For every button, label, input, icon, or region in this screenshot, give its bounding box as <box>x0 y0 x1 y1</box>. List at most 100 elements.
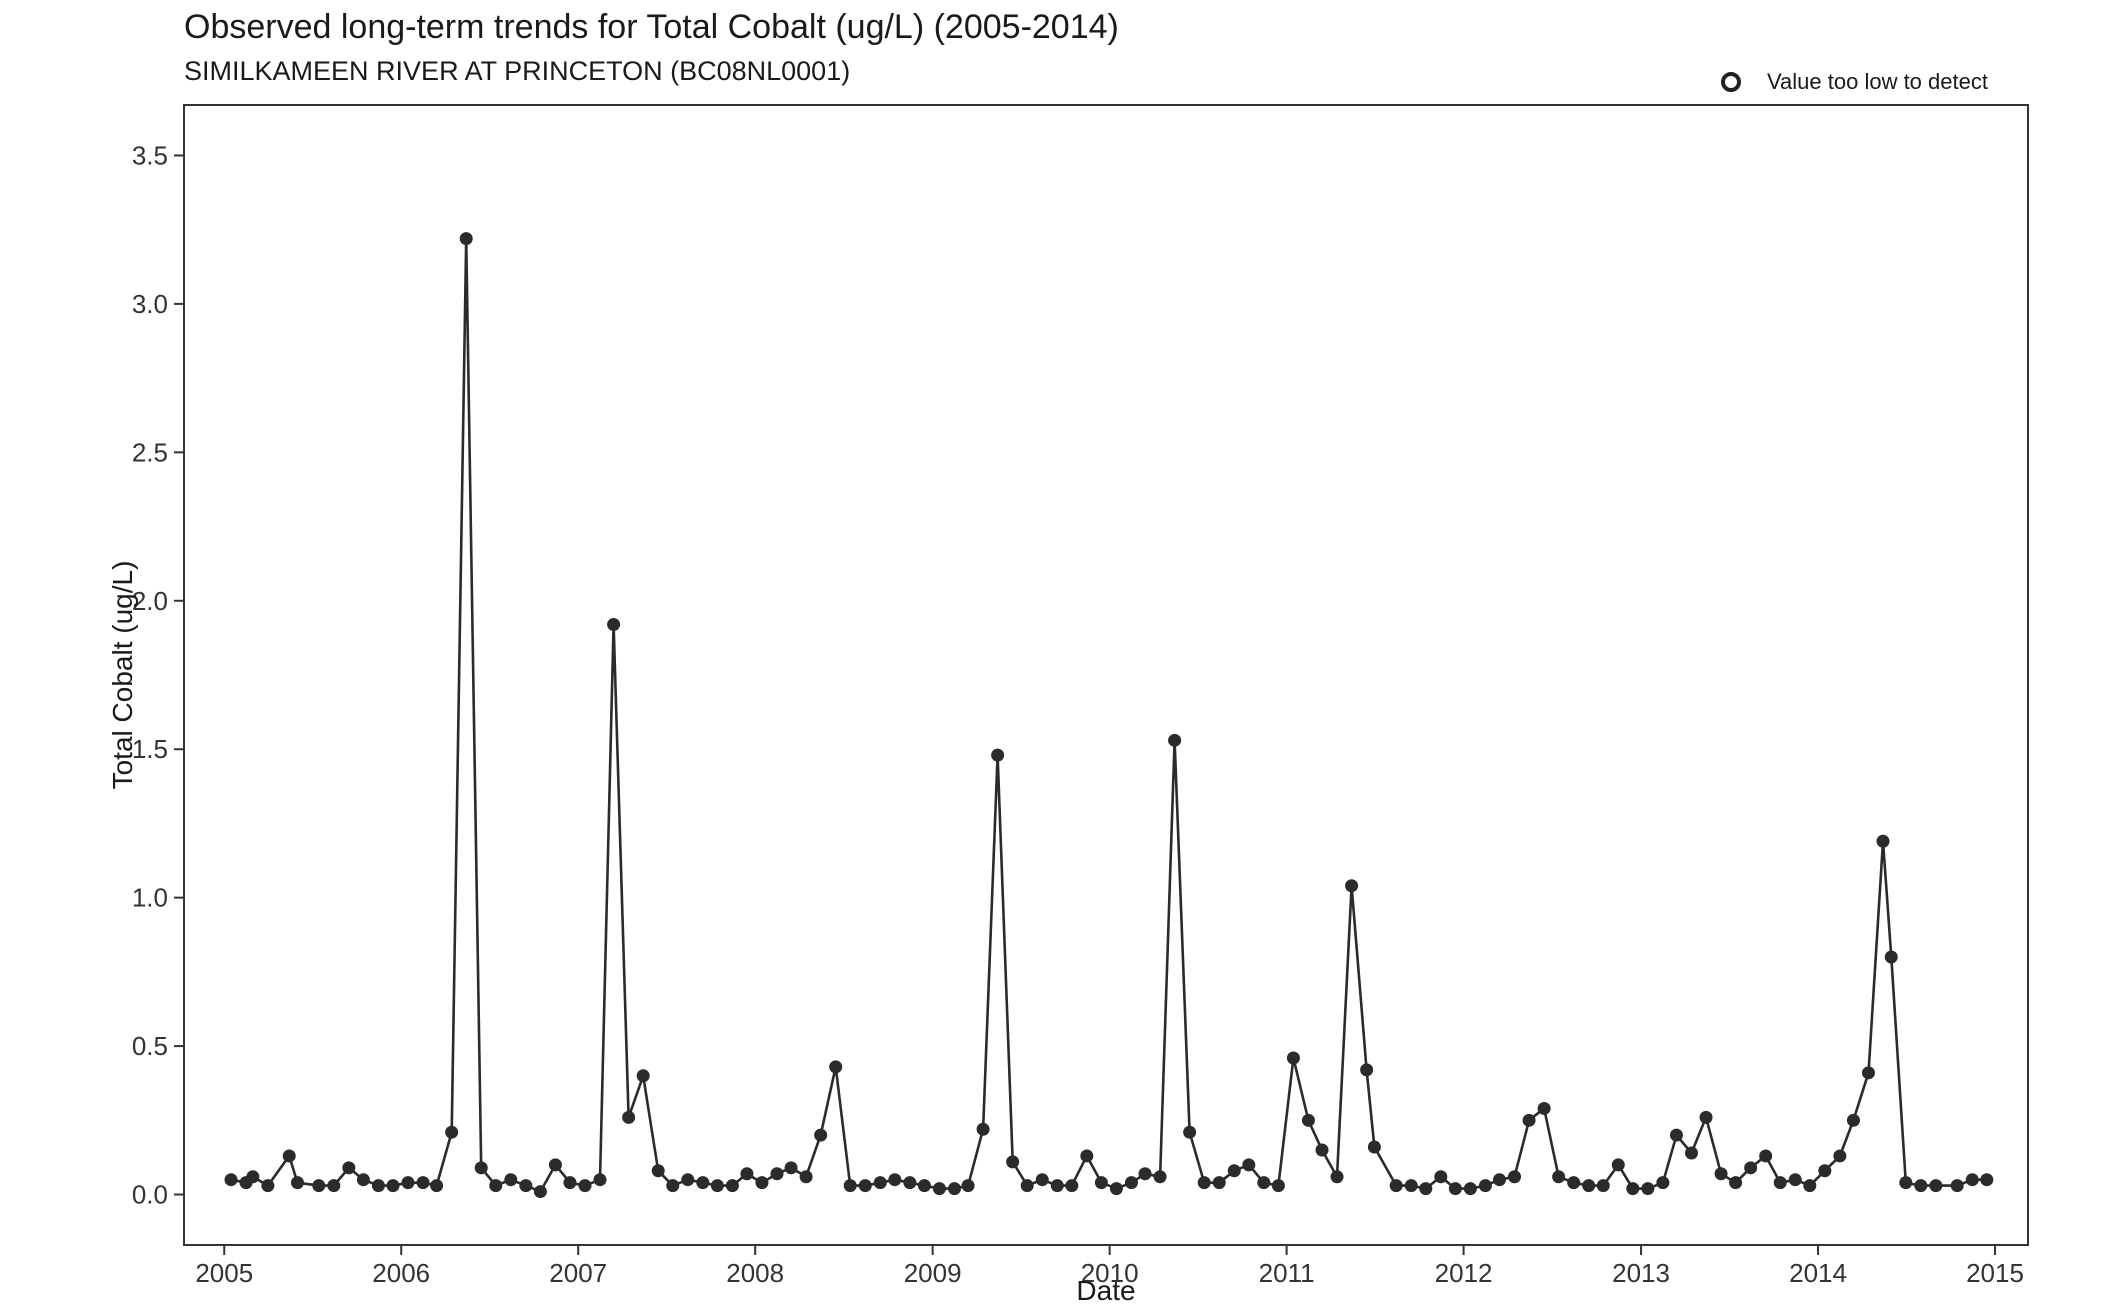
data-point <box>1227 1164 1241 1178</box>
y-tick-label: 1.0 <box>132 883 168 913</box>
x-tick-label: 2005 <box>195 1258 253 1288</box>
data-point <box>356 1173 370 1187</box>
data-point <box>474 1161 488 1175</box>
data-point <box>1257 1176 1271 1190</box>
x-tick-label: 2007 <box>549 1258 607 1288</box>
data-point <box>1626 1182 1640 1196</box>
data-point <box>917 1179 931 1193</box>
data-point <box>459 232 473 246</box>
series-layer <box>224 232 1994 1199</box>
legend-label: Value too low to detect <box>1767 69 1988 94</box>
data-point <box>1980 1173 1994 1187</box>
data-point <box>1846 1113 1860 1127</box>
data-point <box>1035 1173 1049 1187</box>
data-point <box>1699 1110 1713 1124</box>
y-axis-title: Total Cobalt (ug/L) <box>107 561 138 790</box>
data-point <box>1183 1125 1197 1139</box>
x-tick-label: 2014 <box>1789 1258 1847 1288</box>
data-point <box>873 1176 887 1190</box>
y-tick-label: 3.5 <box>132 140 168 170</box>
data-point <box>1818 1164 1832 1178</box>
data-point <box>1197 1176 1211 1190</box>
data-point <box>1669 1128 1683 1142</box>
data-point <box>1729 1176 1743 1190</box>
x-tick-label: 2012 <box>1435 1258 1493 1288</box>
data-point <box>246 1170 260 1184</box>
y-tick-label: 0.0 <box>132 1180 168 1210</box>
data-point <box>1301 1113 1315 1127</box>
data-point <box>1463 1182 1477 1196</box>
x-tick-label: 2009 <box>904 1258 962 1288</box>
data-point <box>725 1179 739 1193</box>
data-point <box>740 1167 754 1181</box>
y-tick-label: 2.0 <box>132 586 168 616</box>
data-point <box>1448 1182 1462 1196</box>
data-point <box>1315 1143 1329 1157</box>
data-point <box>1773 1176 1787 1190</box>
y-axis: 0.0 0.5 1.0 1.5 2.0 2.5 3.0 3.5 <box>132 140 184 1210</box>
x-tick-label: 2010 <box>1081 1258 1139 1288</box>
data-point <box>1360 1063 1374 1077</box>
data-point <box>1094 1176 1108 1190</box>
data-point <box>1537 1101 1551 1115</box>
data-point <box>1714 1167 1728 1181</box>
data-point <box>1567 1176 1581 1190</box>
data-point <box>1656 1176 1670 1190</box>
data-point <box>312 1179 326 1193</box>
data-point <box>430 1179 444 1193</box>
x-tick-label: 2011 <box>1259 1258 1315 1288</box>
data-point <box>607 618 621 632</box>
data-point <box>829 1060 843 1074</box>
data-point <box>1124 1176 1138 1190</box>
data-point <box>519 1179 533 1193</box>
data-point <box>1522 1113 1536 1127</box>
data-point <box>710 1179 724 1193</box>
data-point <box>1965 1173 1979 1187</box>
data-point <box>489 1179 503 1193</box>
data-point <box>1582 1179 1596 1193</box>
data-point <box>666 1179 680 1193</box>
legend: Value too low to detect <box>1721 66 1988 98</box>
data-point <box>1271 1179 1285 1193</box>
x-tick-label: 2013 <box>1612 1258 1670 1288</box>
data-point <box>1552 1170 1566 1184</box>
data-point <box>976 1122 990 1136</box>
data-point <box>1759 1149 1773 1163</box>
data-point <box>1641 1182 1655 1196</box>
data-point <box>1788 1173 1802 1187</box>
data-point <box>327 1179 341 1193</box>
data-point <box>1478 1179 1492 1193</box>
data-point <box>1950 1179 1964 1193</box>
data-point <box>696 1176 710 1190</box>
data-point <box>932 1182 946 1196</box>
data-point <box>947 1182 961 1196</box>
x-tick-label: 2015 <box>1966 1258 2024 1288</box>
data-point <box>1419 1182 1433 1196</box>
data-point <box>1929 1179 1943 1193</box>
data-point <box>548 1158 562 1172</box>
data-point <box>1109 1182 1123 1196</box>
data-point <box>1596 1179 1610 1193</box>
data-point <box>342 1161 356 1175</box>
data-point <box>636 1069 650 1083</box>
data-point <box>1138 1167 1152 1181</box>
data-point <box>1899 1176 1913 1190</box>
data-point <box>1006 1155 1020 1169</box>
data-point <box>1914 1179 1928 1193</box>
y-tick-label: 2.5 <box>132 437 168 467</box>
data-point <box>504 1173 518 1187</box>
data-point <box>1884 950 1898 964</box>
data-point <box>1744 1161 1758 1175</box>
data-point <box>814 1128 828 1142</box>
data-point <box>1242 1158 1256 1172</box>
data-point <box>770 1167 784 1181</box>
data-point <box>1876 834 1890 848</box>
data-point <box>445 1125 459 1139</box>
y-tick-label: 0.5 <box>132 1031 168 1061</box>
data-point <box>261 1179 275 1193</box>
data-point <box>1861 1066 1875 1080</box>
data-point <box>1020 1179 1034 1193</box>
data-point <box>622 1110 636 1124</box>
data-point <box>1330 1170 1344 1184</box>
